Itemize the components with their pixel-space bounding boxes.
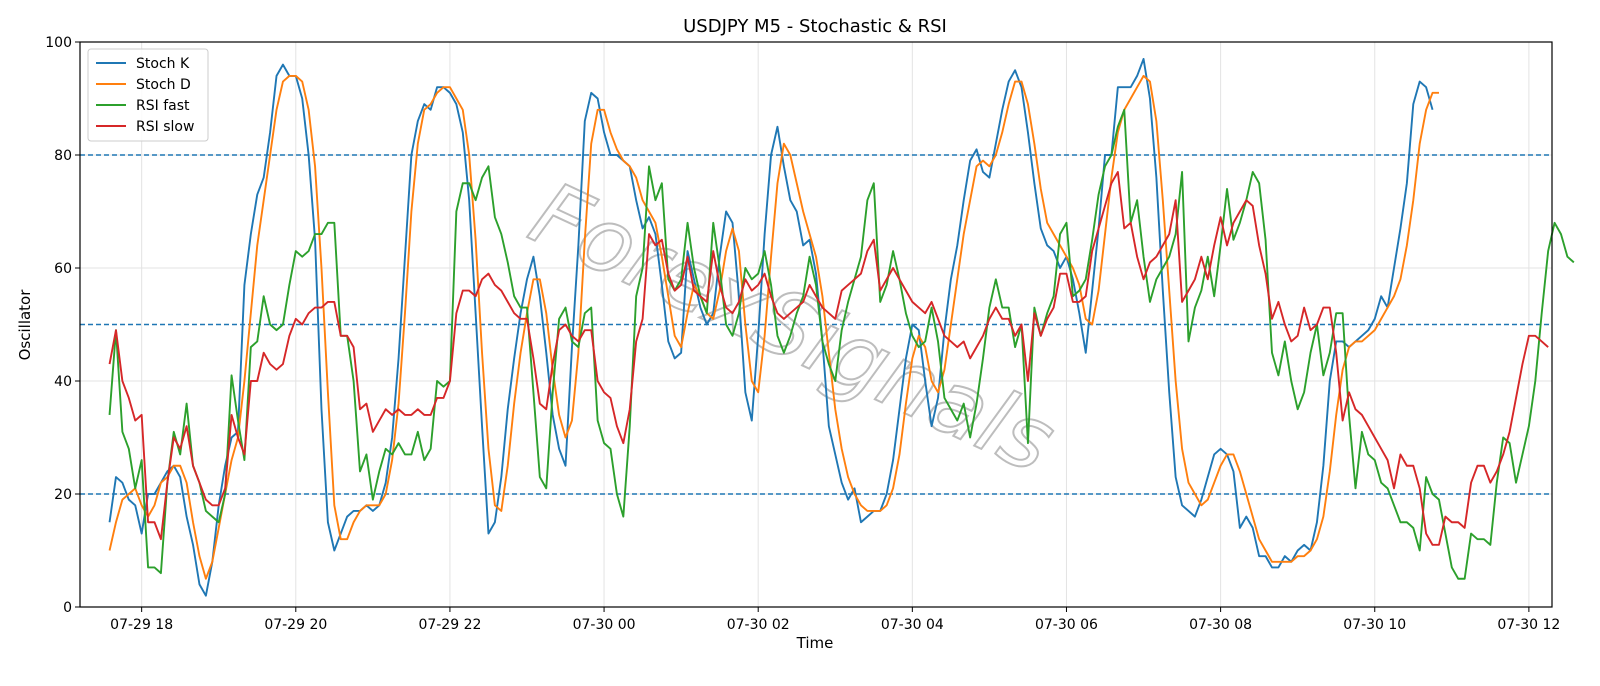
x-tick-label: 07-30 12	[1497, 617, 1560, 633]
x-tick-label: 07-30 02	[727, 617, 790, 633]
x-tick-label: 07-30 00	[573, 617, 636, 633]
x-axis-ticks: 07-29 18 07-29 20 07-29 22 07-30 00 07-30 02…	[110, 607, 1560, 633]
y-tick-label: 20	[54, 487, 72, 503]
legend-label: RSI fast	[136, 98, 190, 114]
series-line-rsi-fast	[108, 108, 1575, 580]
series-line-stoch-d	[108, 74, 1439, 580]
x-tick-label: 07-29 22	[418, 617, 481, 633]
x-tick-label: 07-29 18	[110, 617, 173, 633]
series-line-rsi-slow	[108, 170, 1549, 546]
y-tick-label: 0	[63, 600, 72, 616]
y-tick-label: 60	[54, 261, 72, 277]
legend-label: RSI slow	[136, 119, 194, 135]
x-tick-label: 07-29 20	[264, 617, 327, 633]
x-tick-label: 07-30 04	[881, 617, 944, 633]
x-tick-label: 07-30 10	[1343, 617, 1406, 633]
series-line-stoch-k	[108, 58, 1434, 597]
y-axis-label: Oscillator	[16, 289, 34, 361]
reference-lines	[80, 154, 1552, 495]
y-tick-label: 100	[45, 35, 72, 51]
series-lines	[108, 58, 1575, 597]
x-axis-label: Time	[796, 634, 834, 652]
legend-box	[87, 48, 209, 142]
x-tick-label: 07-30 08	[1189, 617, 1252, 633]
legend-label: Stoch D	[136, 77, 191, 93]
y-tick-label: 40	[54, 374, 72, 390]
legend-label: Stoch K	[136, 56, 190, 72]
x-tick-label: 07-30 06	[1035, 617, 1098, 633]
chart-title: USDJPY M5 - Stochastic & RSI	[683, 16, 947, 37]
legend: Stoch K Stoch D RSI fast RSI slow	[87, 48, 209, 142]
y-tick-label: 80	[54, 148, 72, 164]
y-axis-ticks: 0 20 40 60 80 100	[45, 35, 80, 616]
plot-frame	[79, 41, 1553, 608]
